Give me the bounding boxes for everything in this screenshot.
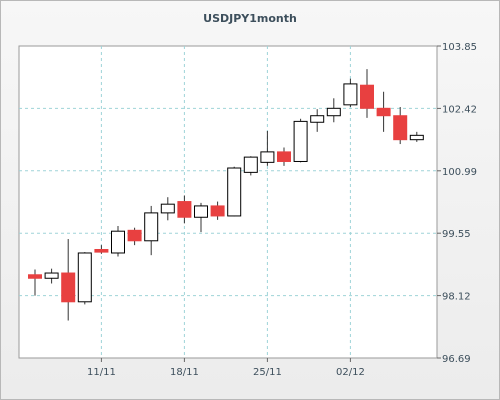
candle	[28, 269, 42, 296]
candle-body-down	[94, 248, 109, 253]
candle-body-up	[326, 107, 341, 117]
candle	[210, 201, 225, 220]
axis-layer: 103.85 102.42 100.99 99.55 98.12 96.69 11/11 18…	[87, 42, 477, 378]
candle	[343, 78, 358, 108]
y-tick-label: 100.99	[442, 167, 477, 178]
candle	[144, 205, 159, 256]
candle	[77, 252, 92, 305]
candle-body-down	[127, 229, 142, 242]
candle	[360, 69, 374, 118]
candle-body-down	[61, 272, 76, 303]
candle	[326, 98, 341, 123]
candle	[310, 109, 325, 132]
candle-body-up	[227, 167, 242, 217]
candle-body-up	[194, 205, 208, 218]
candle	[260, 130, 275, 166]
candle-body-up	[260, 151, 275, 163]
candle	[376, 91, 391, 132]
candle-body-up	[111, 230, 125, 254]
candle	[293, 118, 308, 163]
y-tick-label: 99.55	[442, 229, 471, 240]
candle-body-down	[360, 84, 374, 109]
candle-body-up	[409, 134, 424, 141]
candle	[243, 156, 258, 176]
y-tick-label: 98.12	[442, 292, 471, 303]
candle	[61, 239, 76, 321]
candle-body-down	[277, 151, 291, 162]
candle-body-up	[310, 115, 325, 123]
candle-body-up	[343, 83, 358, 106]
candle-body-up	[77, 252, 92, 303]
candle	[111, 225, 125, 257]
chart-title: USDJPY1month	[203, 12, 297, 25]
candle	[409, 131, 424, 142]
candle-body-up	[243, 156, 258, 173]
y-tick-label: 96.69	[442, 354, 471, 365]
candle-body-down	[28, 274, 42, 279]
candle-body-down	[177, 201, 192, 218]
y-tick-label: 102.42	[442, 104, 477, 115]
candle-layer	[28, 69, 424, 321]
x-tick-label: 02/12	[336, 367, 365, 378]
candle-body-up	[44, 272, 59, 279]
candle	[127, 227, 142, 246]
candle-body-up	[293, 120, 308, 162]
candle	[277, 147, 291, 166]
candle-body-down	[210, 205, 225, 217]
candle	[227, 166, 242, 217]
candle	[160, 197, 175, 221]
candle-body-down	[393, 115, 408, 141]
y-tick-label: 103.85	[442, 42, 477, 53]
candle-body-up	[144, 212, 159, 242]
candle	[177, 195, 192, 224]
candle	[44, 268, 59, 284]
candle-body-up	[160, 203, 175, 214]
candle	[94, 245, 109, 254]
x-tick-label: 25/11	[253, 367, 282, 378]
candle	[393, 107, 408, 145]
candle-body-down	[376, 107, 391, 117]
x-tick-label: 18/11	[170, 367, 199, 378]
candle	[194, 202, 208, 233]
x-tick-label: 11/11	[87, 367, 116, 378]
